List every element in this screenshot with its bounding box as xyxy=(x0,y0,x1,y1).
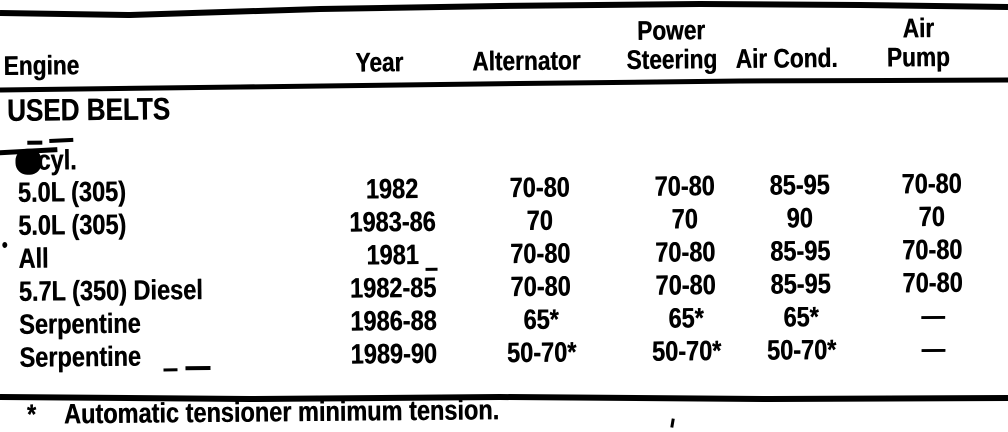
cell-power-steering: 70-80 xyxy=(654,169,715,202)
cell-alternator: 65* xyxy=(523,303,559,335)
cell-alternator: 70-80 xyxy=(510,237,571,269)
column-header-alternator: Alternator xyxy=(453,0,624,82)
scan-artifact-ink-blob xyxy=(15,148,42,175)
column-header-alternator-label: Alternator xyxy=(472,45,582,77)
cell-engine: All xyxy=(18,242,49,274)
cell-air-pump: 70-80 xyxy=(901,233,963,265)
table-body: 5.0L (305) 1982 70-80 70-80 85-95 70-80 … xyxy=(0,166,1008,374)
footnote: * Automatic tensioner minimum tension. xyxy=(26,394,582,430)
cell-air-cond: 85-95 xyxy=(770,234,831,267)
column-header-air-pump-line1: Air xyxy=(902,13,934,44)
scan-artifact-dash xyxy=(163,368,178,372)
table-header-row: Engine Year Alternator Power Steering Ai… xyxy=(0,0,1007,86)
cell-alternator: 70-80 xyxy=(509,171,570,203)
cell-power-steering: 70 xyxy=(671,202,699,235)
cell-year: 1982-85 xyxy=(349,271,437,304)
cell-engine: 5.0L (305) xyxy=(17,208,127,241)
column-header-air-pump-line2: Pump xyxy=(886,41,950,73)
section-title-used-belts: USED BELTS xyxy=(6,91,171,128)
column-header-air-pump: Air Pump xyxy=(853,0,1007,78)
column-header-year: Year xyxy=(328,0,454,83)
cell-alternator: 70-80 xyxy=(510,270,571,302)
scan-artifact-tick xyxy=(27,140,43,145)
scan-artifact-tick xyxy=(49,137,74,143)
cell-year: 1981 xyxy=(366,238,420,270)
cell-year: 1983-86 xyxy=(349,205,436,238)
cell-power-steering: 70-80 xyxy=(655,235,716,268)
cell-power-steering: 50-70* xyxy=(651,334,722,367)
cell-alternator: 70 xyxy=(526,204,554,236)
footnote-asterisk: * xyxy=(26,398,37,430)
cell-air-cond: 65* xyxy=(783,300,819,332)
cell-air-pump: 70-80 xyxy=(901,167,962,199)
column-header-engine: Engine xyxy=(0,0,329,86)
scan-artifact-dash xyxy=(425,267,438,271)
footnote-text: Automatic tensioner minimum tension. xyxy=(63,394,500,430)
column-header-power-steering: Power Steering xyxy=(623,0,744,80)
cell-air-cond: 90 xyxy=(786,201,814,233)
column-header-air-cond-label: Air Cond. xyxy=(735,42,838,74)
cell-year: 1986-88 xyxy=(350,304,437,337)
cell-power-steering: 70-80 xyxy=(655,268,716,301)
cell-engine: Serpentine xyxy=(18,307,141,340)
cell-year: 1989-90 xyxy=(350,337,438,370)
cell-alternator: 50-70* xyxy=(506,335,577,368)
cell-air-pump: 70 xyxy=(918,200,945,232)
scan-artifact-speck xyxy=(670,418,675,428)
scan-artifact-dash xyxy=(185,365,211,371)
cell-air-cond: 85-95 xyxy=(770,267,831,300)
cell-engine: 5.7L (350) Diesel xyxy=(18,273,203,307)
cell-air-pump: 70-80 xyxy=(901,266,963,298)
cell-year: 1982 xyxy=(365,172,419,204)
scan-artifact-speck xyxy=(2,241,8,248)
column-header-power-steering-line1: Power xyxy=(637,15,706,46)
column-header-engine-label: Engine xyxy=(3,50,80,81)
cell-air-cond: 50-70* xyxy=(766,333,837,366)
cell-air-pump: — xyxy=(920,299,945,331)
column-header-power-steering-line2: Steering xyxy=(626,44,718,75)
cell-air-cond: 85-95 xyxy=(769,168,830,201)
cell-power-steering: 65* xyxy=(668,301,704,334)
cell-engine: 5.0L (305) xyxy=(17,175,127,208)
column-header-year-label: Year xyxy=(355,47,404,78)
column-header-air-cond: Air Cond. xyxy=(736,0,854,79)
cell-air-pump: — xyxy=(920,332,945,364)
